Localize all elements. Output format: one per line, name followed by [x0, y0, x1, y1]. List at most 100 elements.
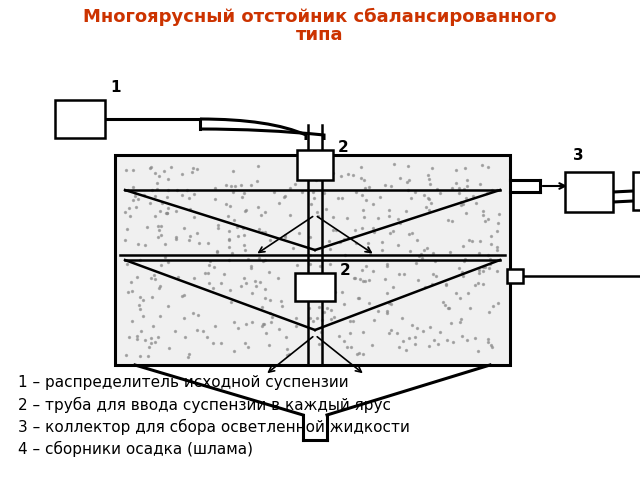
Point [239, 274, 249, 281]
Point [254, 278, 264, 286]
Point [339, 337, 349, 345]
Point [422, 194, 433, 202]
Point [486, 186, 497, 194]
Point [243, 255, 253, 263]
Point [184, 350, 194, 358]
Point [480, 264, 490, 271]
Point [135, 293, 145, 300]
Point [403, 162, 413, 169]
Point [260, 286, 270, 293]
Point [259, 320, 269, 328]
Point [260, 329, 271, 336]
Point [163, 258, 173, 266]
Point [136, 327, 146, 335]
Point [208, 285, 218, 292]
Point [404, 230, 415, 238]
Point [419, 247, 429, 254]
Point [483, 163, 493, 171]
Point [124, 187, 134, 194]
Point [386, 326, 396, 334]
Point [308, 317, 319, 325]
Point [236, 181, 246, 189]
Point [356, 174, 366, 181]
Text: 2: 2 [340, 263, 351, 278]
Point [324, 245, 335, 252]
Point [312, 208, 322, 216]
Point [146, 335, 156, 342]
Point [225, 243, 235, 251]
Point [483, 252, 493, 259]
Point [264, 236, 275, 244]
Point [476, 180, 486, 188]
Point [135, 306, 145, 313]
Point [346, 343, 356, 351]
Point [260, 208, 271, 216]
Point [278, 193, 289, 201]
Point [254, 226, 264, 233]
Point [486, 232, 497, 240]
Point [156, 261, 166, 269]
Point [393, 215, 403, 223]
Point [485, 260, 495, 268]
Point [323, 304, 333, 312]
Point [163, 204, 173, 212]
Point [388, 227, 398, 235]
Point [133, 240, 143, 248]
Point [285, 211, 296, 219]
Point [422, 244, 432, 252]
Point [353, 294, 363, 301]
Point [140, 336, 150, 344]
Point [163, 186, 173, 194]
Point [492, 267, 502, 275]
Bar [565, 172, 613, 212]
Point [282, 346, 292, 353]
Point [150, 275, 160, 283]
Point [252, 177, 262, 185]
Point [135, 352, 145, 360]
Point [159, 253, 170, 261]
Point [456, 198, 466, 206]
Point [494, 210, 504, 218]
Point [212, 249, 223, 256]
Point [257, 228, 268, 236]
Point [294, 229, 304, 237]
Point [280, 234, 291, 241]
Point [323, 271, 333, 278]
Point [367, 341, 378, 349]
Point [451, 289, 461, 297]
Point [310, 176, 321, 184]
Point [211, 323, 221, 330]
Point [357, 191, 367, 199]
Point [360, 184, 370, 192]
Point [156, 231, 166, 239]
Point [358, 329, 368, 336]
Point [444, 304, 454, 312]
Point [256, 211, 266, 219]
Point [344, 329, 355, 337]
Text: 3 – коллектор для сбора осветленной жидкости: 3 – коллектор для сбора осветленной жидк… [18, 419, 410, 435]
Point [350, 275, 360, 282]
Point [384, 299, 394, 307]
Point [427, 165, 437, 172]
Point [403, 334, 413, 341]
Point [365, 251, 375, 258]
Point [193, 311, 204, 319]
Bar [295, 273, 335, 301]
Point [428, 270, 438, 278]
Point [216, 279, 226, 287]
Point [288, 244, 298, 252]
Point [362, 196, 372, 204]
Point [140, 241, 150, 249]
Point [427, 280, 437, 288]
Point [122, 351, 132, 359]
Point [229, 319, 239, 326]
Point [487, 344, 497, 351]
Point [348, 171, 358, 179]
Point [405, 247, 415, 254]
Point [485, 255, 495, 263]
Bar [633, 172, 640, 210]
Point [374, 193, 385, 201]
Point [264, 268, 275, 276]
Point [307, 200, 317, 208]
Point [297, 189, 307, 196]
